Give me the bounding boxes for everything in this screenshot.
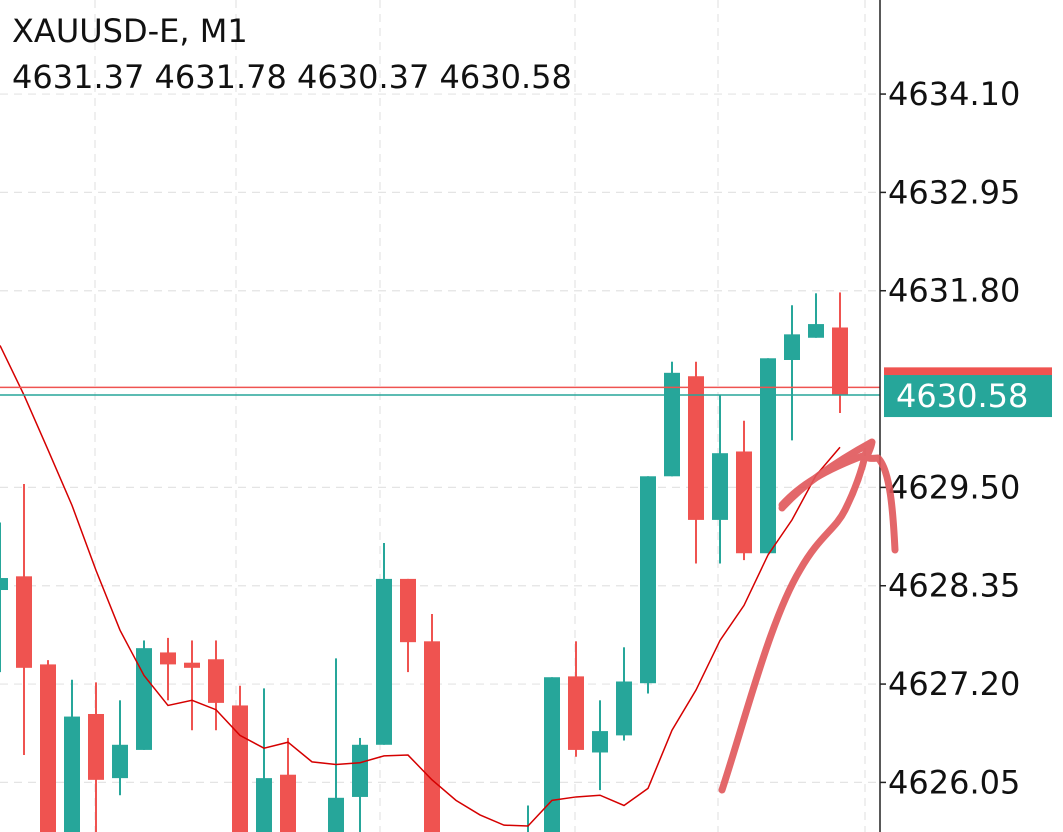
- candle-body: [544, 677, 560, 832]
- low-value: 4630.37: [297, 58, 429, 96]
- candle-body: [0, 578, 8, 591]
- candle-body: [88, 713, 104, 780]
- candle-body: [808, 324, 824, 338]
- candle-body: [40, 664, 56, 832]
- candle-body: [64, 716, 80, 832]
- candle-body: [424, 641, 440, 832]
- hand-drawing: [718, 438, 899, 794]
- candle-body: [592, 731, 608, 753]
- moving-average: [0, 345, 841, 827]
- candle-body: [328, 797, 344, 832]
- candle-body: [352, 744, 368, 797]
- candle-body: [616, 681, 632, 736]
- plot-area: [0, 292, 880, 832]
- y-tick-label: 4632.95: [888, 173, 1020, 211]
- y-tick-label: 4634.10: [888, 75, 1020, 113]
- open-value: 4631.37: [12, 58, 144, 96]
- candle-body: [736, 451, 752, 554]
- candle-body: [568, 676, 584, 750]
- ohlc-readout: 4631.37 4631.78 4630.37 4630.58: [12, 58, 572, 96]
- last-price-label: 4630.58: [896, 377, 1028, 415]
- y-tick-label: 4628.35: [888, 567, 1020, 605]
- candle-body: [784, 334, 800, 360]
- candle-body: [832, 327, 848, 396]
- last-price-tag: [884, 375, 1052, 418]
- candle-body: [160, 652, 176, 665]
- y-tick-label: 4631.80: [888, 272, 1020, 310]
- y-tick-label: 4626.05: [888, 763, 1020, 801]
- candle-body: [760, 358, 776, 554]
- y-axis: 4634.10 4632.95 4631.80 4629.50 4628.35 4627.…: [0, 75, 1020, 801]
- candle-body: [16, 576, 32, 668]
- candle-body: [664, 372, 680, 477]
- price-labels: 4630.58: [884, 367, 1052, 418]
- candle-body: [688, 376, 704, 520]
- candle-body: [376, 578, 392, 745]
- candle-body: [208, 659, 224, 703]
- y-tick-label: 4627.20: [888, 665, 1020, 703]
- chart-title: XAUUSD-E, M1: [12, 12, 248, 50]
- candle-body: [184, 662, 200, 668]
- y-tick-label: 4629.50: [888, 468, 1020, 506]
- candle-body: [640, 476, 656, 684]
- candle-body: [256, 778, 272, 832]
- candle-body: [400, 578, 416, 643]
- candle-body: [712, 453, 728, 520]
- candle-body: [136, 648, 152, 750]
- candle-body: [112, 744, 128, 779]
- candle-body: [232, 705, 248, 832]
- close-value: 4630.58: [440, 58, 572, 96]
- high-value: 4631.78: [155, 58, 287, 96]
- candle-body: [280, 774, 296, 832]
